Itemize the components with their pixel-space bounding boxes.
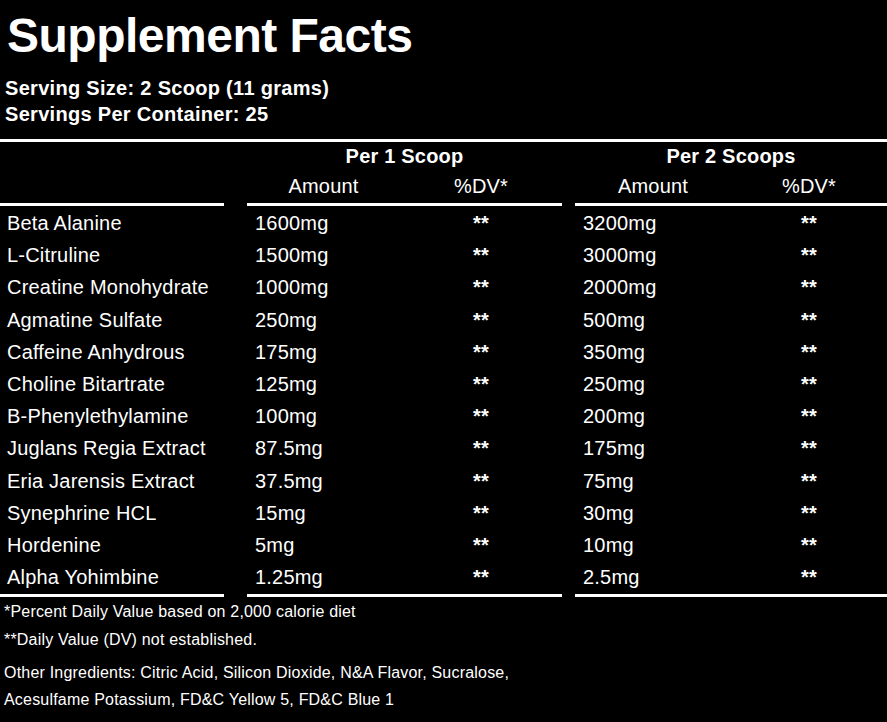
dv-per-2-scoops: ** bbox=[731, 438, 887, 458]
divider-bottom-group2 bbox=[575, 594, 887, 597]
amount-per-1-scoop: 250mg bbox=[247, 310, 400, 330]
page-title: Supplement Facts bbox=[7, 12, 412, 60]
dv-per-1-scoop: ** bbox=[400, 245, 562, 265]
ingredient-name: B-Phenylethylamine bbox=[0, 406, 247, 426]
amount-per-2-scoops: 2000mg bbox=[575, 277, 731, 297]
amount-per-2-scoops: 2.5mg bbox=[575, 567, 731, 587]
dv-per-2-scoops: ** bbox=[731, 245, 887, 265]
dv-per-1-scoop: ** bbox=[400, 374, 562, 394]
amount-per-2-scoops: 30mg bbox=[575, 503, 731, 523]
ingredient-name: Beta Alanine bbox=[0, 213, 247, 233]
ingredient-name: Caffeine Anhydrous bbox=[0, 342, 247, 362]
dv-per-1-scoop: ** bbox=[400, 535, 562, 555]
dv-per-2-scoops: ** bbox=[731, 567, 887, 587]
amount-per-1-scoop: 5mg bbox=[247, 535, 400, 555]
dv-per-1-scoop: ** bbox=[400, 471, 562, 491]
amount-per-1-scoop: 125mg bbox=[247, 374, 400, 394]
amount-per-2-scoops: 75mg bbox=[575, 471, 731, 491]
table-row: Beta Alanine1600mg**3200mg** bbox=[0, 207, 887, 239]
dv-per-2-scoops: ** bbox=[731, 277, 887, 297]
amount-per-1-scoop: 175mg bbox=[247, 342, 400, 362]
amount-per-1-scoop: 1600mg bbox=[247, 213, 400, 233]
dv-per-2-scoops: ** bbox=[731, 310, 887, 330]
ingredient-name: L-Citruline bbox=[0, 245, 247, 265]
dv-per-1-scoop: ** bbox=[400, 342, 562, 362]
ingredient-name: Juglans Regia Extract bbox=[0, 438, 247, 458]
dv-per-1-scoop: ** bbox=[400, 277, 562, 297]
table-row: Creatine Monohydrate1000mg**2000mg** bbox=[0, 271, 887, 303]
table-row: Hordenine5mg**10mg** bbox=[0, 529, 887, 561]
amount-per-1-scoop: 1.25mg bbox=[247, 567, 400, 587]
amount-per-2-scoops: 250mg bbox=[575, 374, 731, 394]
amount-per-2-scoops: 200mg bbox=[575, 406, 731, 426]
dv-per-2-scoops: ** bbox=[731, 535, 887, 555]
amount-per-1-scoop: 100mg bbox=[247, 406, 400, 426]
dv-per-1-scoop: ** bbox=[400, 310, 562, 330]
servings-per-container-text: Servings Per Container: 25 bbox=[5, 104, 268, 124]
amount-per-2-scoops: 3000mg bbox=[575, 245, 731, 265]
table-row: Alpha Yohimbine1.25mg**2.5mg** bbox=[0, 561, 887, 593]
column-header-amount-1: Amount bbox=[247, 176, 400, 196]
dv-per-1-scoop: ** bbox=[400, 503, 562, 523]
amount-per-2-scoops: 350mg bbox=[575, 342, 731, 362]
divider-top bbox=[0, 139, 887, 142]
ingredient-name: Alpha Yohimbine bbox=[0, 567, 247, 587]
table-row: Eria Jarensis Extract37.5mg**75mg** bbox=[0, 465, 887, 497]
amount-per-2-scoops: 3200mg bbox=[575, 213, 731, 233]
dv-per-1-scoop: ** bbox=[400, 567, 562, 587]
footnote-dv-not-established: **Daily Value (DV) not established. bbox=[4, 632, 257, 648]
dv-per-2-scoops: ** bbox=[731, 471, 887, 491]
table-row: Synephrine HCL15mg**30mg** bbox=[0, 497, 887, 529]
table-row: Caffeine Anhydrous175mg**350mg** bbox=[0, 336, 887, 368]
amount-per-1-scoop: 37.5mg bbox=[247, 471, 400, 491]
serving-size-text: Serving Size: 2 Scoop (11 grams) bbox=[5, 78, 329, 98]
divider-header-names bbox=[0, 203, 224, 206]
table-row: Choline Bitartrate125mg**250mg** bbox=[0, 368, 887, 400]
ingredient-table: Beta Alanine1600mg**3200mg**L-Citruline1… bbox=[0, 207, 887, 593]
amount-per-2-scoops: 500mg bbox=[575, 310, 731, 330]
table-row: Juglans Regia Extract87.5mg**175mg** bbox=[0, 432, 887, 464]
amount-per-1-scoop: 15mg bbox=[247, 503, 400, 523]
amount-per-1-scoop: 1000mg bbox=[247, 277, 400, 297]
table-row: Agmatine Sulfate250mg**500mg** bbox=[0, 304, 887, 336]
dv-per-2-scoops: ** bbox=[731, 406, 887, 426]
column-group-per-1-scoop: Per 1 Scoop bbox=[247, 146, 562, 166]
table-row: B-Phenylethylamine100mg**200mg** bbox=[0, 400, 887, 432]
divider-bottom-group1 bbox=[247, 594, 562, 597]
ingredient-name: Creatine Monohydrate bbox=[0, 277, 247, 297]
ingredient-name: Hordenine bbox=[0, 535, 247, 555]
column-header-dv-2: %DV* bbox=[731, 176, 887, 196]
amount-per-2-scoops: 10mg bbox=[575, 535, 731, 555]
dv-per-2-scoops: ** bbox=[731, 503, 887, 523]
ingredient-name: Agmatine Sulfate bbox=[0, 310, 247, 330]
amount-per-1-scoop: 1500mg bbox=[247, 245, 400, 265]
dv-per-1-scoop: ** bbox=[400, 406, 562, 426]
amount-per-1-scoop: 87.5mg bbox=[247, 438, 400, 458]
footnote-other-ingredients-line1: Other Ingredients: Citric Acid, Silicon … bbox=[4, 665, 509, 681]
divider-header-group1 bbox=[247, 203, 562, 206]
supplement-facts-label: Supplement Facts Serving Size: 2 Scoop (… bbox=[0, 0, 887, 722]
column-header-dv-1: %DV* bbox=[400, 176, 562, 196]
dv-per-1-scoop: ** bbox=[400, 213, 562, 233]
dv-per-1-scoop: ** bbox=[400, 438, 562, 458]
ingredient-name: Eria Jarensis Extract bbox=[0, 471, 247, 491]
footnote-daily-value: *Percent Daily Value based on 2,000 calo… bbox=[4, 604, 356, 620]
amount-per-2-scoops: 175mg bbox=[575, 438, 731, 458]
ingredient-name: Synephrine HCL bbox=[0, 503, 247, 523]
column-group-per-2-scoops: Per 2 Scoops bbox=[575, 146, 887, 166]
ingredient-name: Choline Bitartrate bbox=[0, 374, 247, 394]
column-header-amount-2: Amount bbox=[575, 176, 731, 196]
dv-per-2-scoops: ** bbox=[731, 342, 887, 362]
table-row: L-Citruline1500mg**3000mg** bbox=[0, 239, 887, 271]
divider-header-group2 bbox=[575, 203, 887, 206]
dv-per-2-scoops: ** bbox=[731, 213, 887, 233]
dv-per-2-scoops: ** bbox=[731, 374, 887, 394]
footnote-other-ingredients-line2: Acesulfame Potassium, FD&C Yellow 5, FD&… bbox=[4, 692, 394, 708]
divider-bottom-names bbox=[0, 594, 224, 597]
